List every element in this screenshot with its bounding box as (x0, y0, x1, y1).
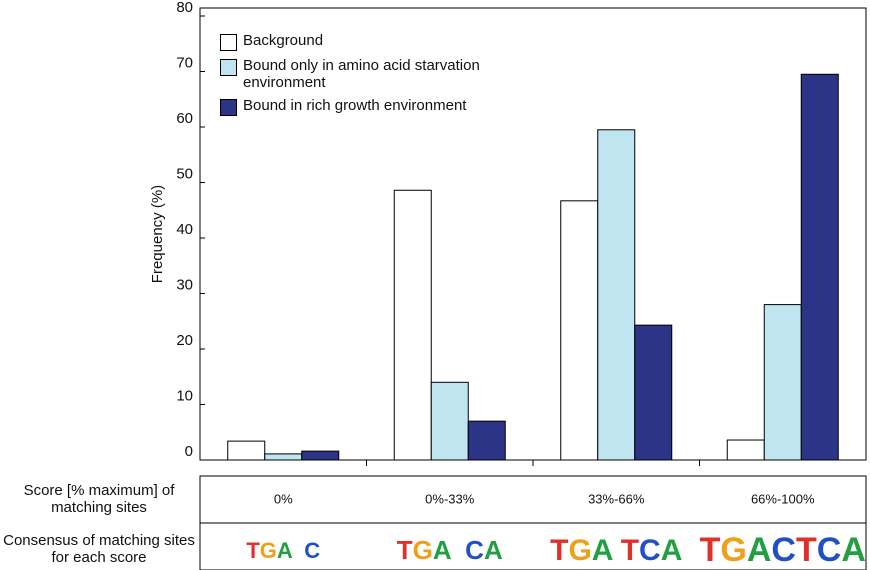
y-tick-label: 50 (176, 165, 193, 182)
y-axis-label: Frequency (%) (149, 185, 166, 283)
bar (561, 201, 598, 460)
bar (764, 305, 801, 460)
y-tick-label: 60 (176, 110, 193, 127)
x-tick-label: 0% (274, 491, 293, 506)
legend-swatch (220, 34, 237, 51)
legend-swatch (220, 99, 237, 116)
bar (635, 325, 672, 460)
y-tick-label: 20 (176, 332, 193, 349)
legend-label: Bound only in amino acid starvation envi… (243, 57, 550, 91)
legend-label: Bound in rich growth environment (243, 97, 466, 114)
x-tick-label: 0%-33% (425, 491, 475, 506)
row-label: Consensus of matching sites for each sco… (0, 532, 198, 566)
bar (727, 440, 764, 460)
y-tick-label: 30 (176, 276, 193, 293)
sequence-logo: TGA CA (397, 535, 503, 565)
y-tick-label: 70 (176, 54, 193, 71)
sequence-logo: TGA C (246, 538, 320, 563)
y-tick-label: 40 (176, 221, 193, 238)
legend-swatch (220, 59, 237, 76)
bar (468, 421, 505, 460)
legend-item: Bound only in amino acid starvation envi… (220, 57, 550, 91)
bar (801, 74, 838, 460)
bar (431, 382, 468, 460)
y-tick-label: 80 (176, 0, 193, 16)
legend-item: Bound in rich growth environment (220, 97, 550, 116)
x-tick-label: 33%-66% (588, 491, 645, 506)
sequence-logo: TGACTCA (700, 531, 866, 569)
legend-item: Background (220, 32, 550, 51)
bar (394, 190, 431, 460)
bar (598, 130, 635, 460)
bar (302, 451, 339, 460)
y-tick-label: 0 (185, 443, 193, 460)
bar (265, 454, 302, 460)
sequence-logo: TGA TCA (550, 534, 682, 567)
legend: Background Bound only in amino acid starv… (220, 32, 550, 122)
legend-label: Background (243, 32, 323, 49)
page: Frequency (%) 0 10 20 30 40 50 60 70 80 0% TGA C 0%… (0, 0, 870, 570)
x-tick-label: 66%-100% (751, 491, 815, 506)
bar (228, 441, 265, 460)
y-tick-label: 10 (176, 387, 193, 404)
row-label: Score [% maximum] of matching sites (0, 482, 198, 516)
